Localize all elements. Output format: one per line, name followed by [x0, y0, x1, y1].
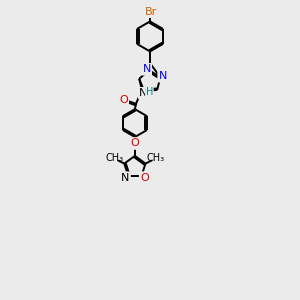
Text: N: N [159, 71, 167, 81]
Text: CH₃: CH₃ [106, 153, 124, 163]
Text: N: N [142, 64, 151, 74]
Text: O: O [130, 138, 139, 148]
Text: N: N [142, 64, 151, 74]
Text: O: O [140, 173, 149, 183]
Text: CH₃: CH₃ [146, 153, 164, 163]
Text: H: H [146, 87, 153, 98]
Text: N: N [139, 88, 148, 98]
Text: H: H [146, 87, 153, 98]
Text: O: O [119, 94, 128, 104]
Text: N: N [121, 173, 130, 183]
Text: Br: Br [145, 7, 157, 17]
Text: O: O [140, 173, 149, 183]
Text: Br: Br [145, 7, 157, 17]
Text: N: N [139, 88, 148, 98]
Text: N: N [121, 173, 130, 183]
Text: O: O [119, 94, 128, 104]
Text: N: N [159, 71, 167, 81]
Text: O: O [130, 138, 139, 148]
